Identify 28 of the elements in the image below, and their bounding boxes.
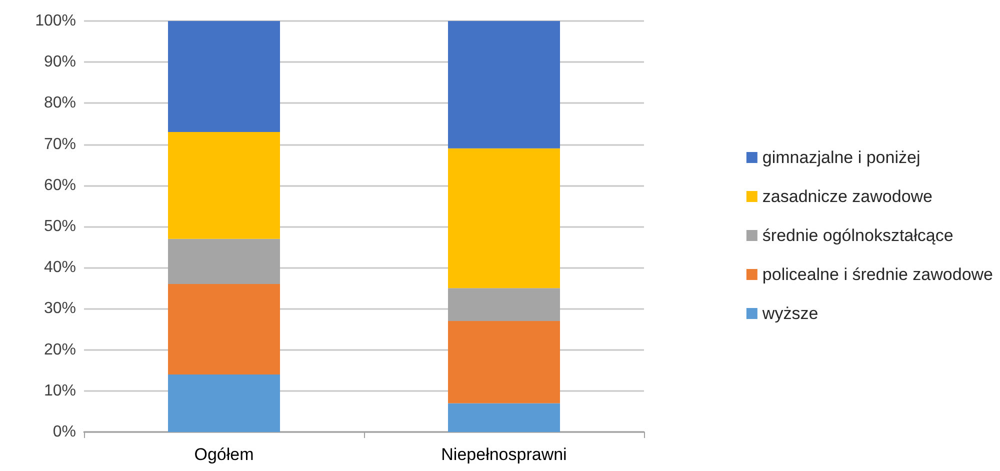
bar bbox=[168, 238, 280, 284]
bar bbox=[448, 321, 560, 404]
legend-label: policealne i średnie zawodowe bbox=[762, 265, 994, 284]
bar bbox=[168, 374, 280, 432]
legend-label: średnie ogólnokształcące bbox=[762, 226, 954, 245]
y-tick-label: 70% bbox=[44, 136, 76, 153]
bar bbox=[168, 132, 280, 239]
bar bbox=[448, 288, 560, 322]
y-tick-label: 90% bbox=[44, 54, 76, 71]
y-tick-label: 80% bbox=[44, 94, 76, 112]
y-tick-label: 60% bbox=[44, 176, 76, 194]
bar bbox=[168, 21, 280, 132]
bar bbox=[448, 21, 560, 148]
x-tick-label: Niepełnosprawni bbox=[441, 445, 567, 464]
bar bbox=[448, 403, 560, 432]
y-tick-label: 20% bbox=[44, 341, 76, 358]
bar bbox=[448, 148, 560, 288]
y-tick-label: 40% bbox=[44, 259, 76, 276]
x-tick-label: Ogółem bbox=[194, 445, 254, 464]
legend-label: wyższe bbox=[761, 304, 818, 323]
y-tick-label: 30% bbox=[44, 300, 76, 318]
y-tick-label: 100% bbox=[35, 12, 76, 30]
legend-label: gimnazjalne i poniżej bbox=[762, 148, 920, 167]
bar bbox=[168, 284, 280, 374]
legend-label: zasadnicze zawodowe bbox=[762, 187, 933, 206]
y-tick-label: 0% bbox=[52, 424, 76, 440]
y-tick-label: 50% bbox=[44, 218, 76, 235]
y-tick-label: 10% bbox=[44, 382, 76, 400]
